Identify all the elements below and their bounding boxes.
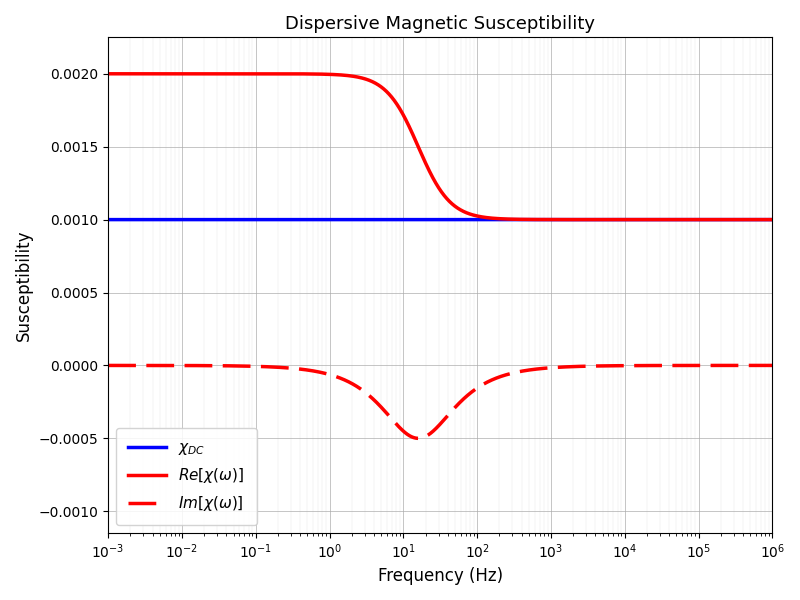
$\mathit{Re}[\chi(\omega)]$ — [426, 171, 436, 178]
Line: $\mathit{Re}[\chi(\omega)]$: $\mathit{Re}[\chi(\omega)]$ — [108, 74, 772, 220]
Legend: $\chi_{DC}$, $\mathit{Re}[\chi(\omega)]$, $\mathit{Im}[\chi(\omega)]$: $\chi_{DC}$, $\mathit{Re}[\chi(\omega)]$… — [116, 428, 257, 526]
Line: $\mathit{Im}[\chi(\omega)]$: $\mathit{Im}[\chi(\omega)]$ — [108, 365, 772, 439]
$\mathit{Re}[\chi(\omega)]$ — [748, 216, 758, 223]
$\mathit{Re}[\chi(\omega)]$ — [409, 133, 418, 140]
$\mathit{Re}[\chi(\omega)]$ — [138, 70, 147, 77]
$\mathit{Im}[\chi(\omega)]$ — [138, 362, 147, 369]
$\chi_{DC}$ — [409, 216, 418, 223]
$\mathit{Im}[\chi(\omega)]$ — [767, 362, 777, 369]
$\mathit{Im}[\chi(\omega)]$ — [103, 362, 113, 369]
$\mathit{Re}[\chi(\omega)]$ — [748, 216, 758, 223]
$\mathit{Re}[\chi(\omega)]$ — [103, 70, 113, 77]
$\mathit{Im}[\chi(\omega)]$ — [749, 362, 758, 369]
$\chi_{DC}$ — [426, 216, 436, 223]
X-axis label: Frequency (Hz): Frequency (Hz) — [378, 567, 503, 585]
$\mathit{Re}[\chi(\omega)]$ — [767, 216, 777, 223]
$\chi_{DC}$ — [138, 216, 147, 223]
$\chi_{DC}$ — [767, 216, 777, 223]
$\mathit{Re}[\chi(\omega)]$ — [626, 216, 636, 223]
$\mathit{Im}[\chi(\omega)]$ — [409, 434, 418, 441]
Y-axis label: Susceptibility: Susceptibility — [15, 229, 33, 341]
$\mathit{Im}[\chi(\omega)]$ — [414, 435, 423, 442]
$\mathit{Im}[\chi(\omega)]$ — [426, 429, 436, 436]
Title: Dispersive Magnetic Susceptibility: Dispersive Magnetic Susceptibility — [286, 15, 595, 33]
$\chi_{DC}$ — [103, 216, 113, 223]
$\chi_{DC}$ — [748, 216, 758, 223]
$\chi_{DC}$ — [626, 216, 636, 223]
$\mathit{Im}[\chi(\omega)]$ — [748, 362, 758, 369]
$\chi_{DC}$ — [748, 216, 758, 223]
$\mathit{Im}[\chi(\omega)]$ — [626, 362, 636, 369]
